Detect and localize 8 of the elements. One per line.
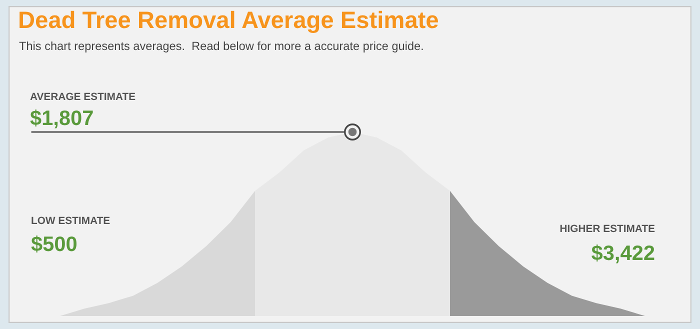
annotation: $3,422 xyxy=(592,244,654,264)
annotation: HIGHER ESTIMATE xyxy=(560,224,655,232)
text: $1,807 xyxy=(30,110,93,128)
chart-subtitle: This chart represents averages. Read below for more a accurate price guide. xyxy=(19,41,423,52)
annotation: $500 xyxy=(31,236,76,253)
text: AVERAGE ESTIMATE xyxy=(30,92,136,100)
chart-title: Dead Tree Removal Average Estimate xyxy=(20,10,438,34)
annotation: LOW ESTIMATE xyxy=(32,216,110,224)
